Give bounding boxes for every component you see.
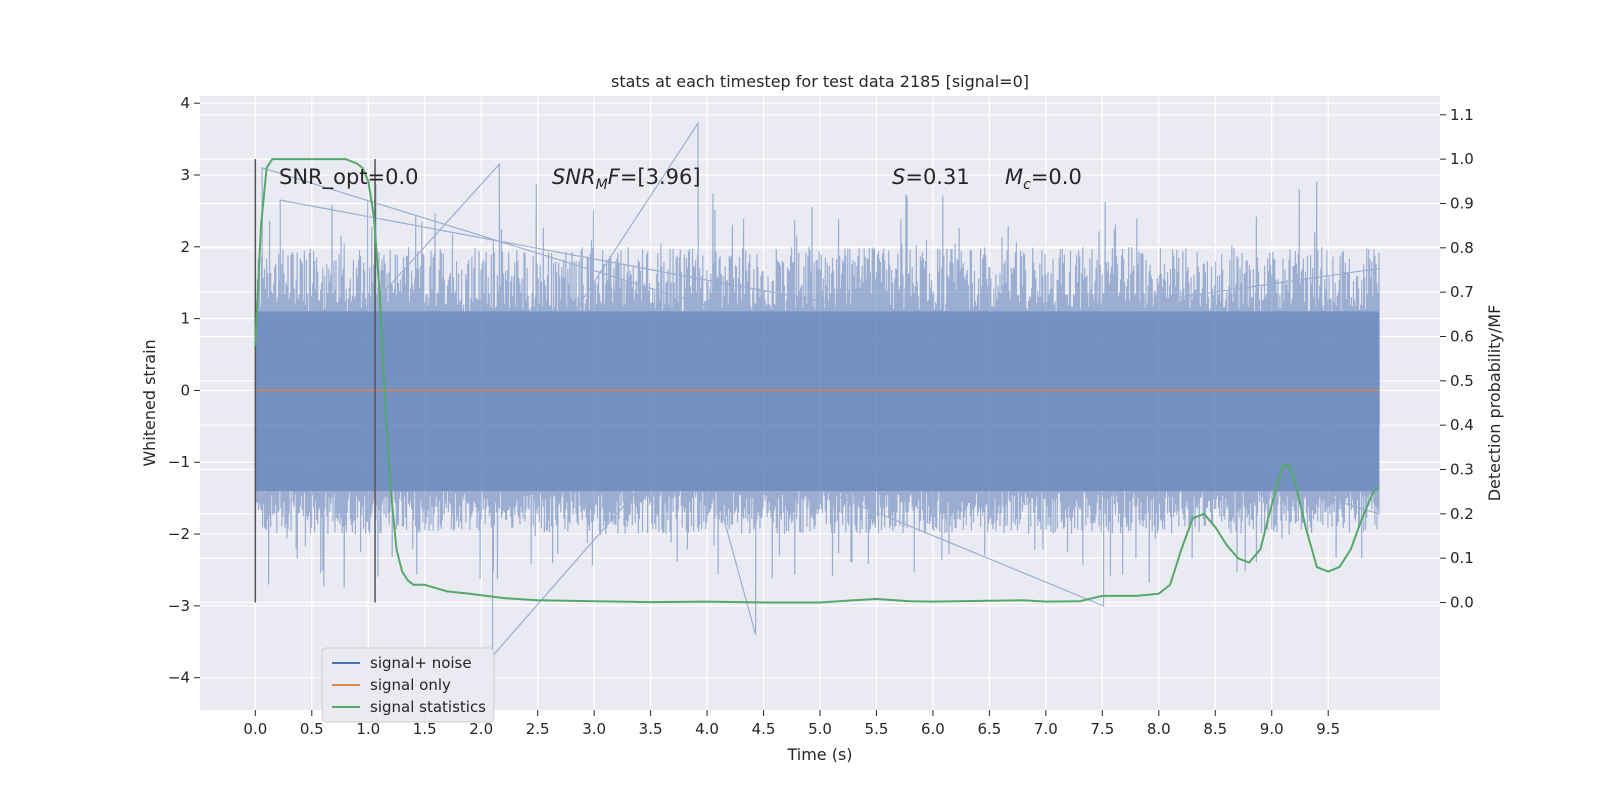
y2-tick-label: 1.1 — [1450, 106, 1474, 124]
series-line-signal-statistics — [254, 158, 1380, 604]
mc-var: M — [1005, 165, 1023, 189]
y2-tick-label: 0.2 — [1450, 505, 1474, 523]
x-tick-label: 7.5 — [1090, 720, 1114, 738]
x-tick-label: 1.5 — [413, 720, 437, 738]
annotation-mc: Mc=0.0 — [1005, 165, 1082, 193]
y2-tick-label: 1.0 — [1450, 150, 1474, 168]
x-tick-label: 8.0 — [1147, 720, 1171, 738]
x-tick-label: 6.0 — [921, 720, 945, 738]
series-signal-statistics — [254, 158, 1380, 604]
y-tick-label: 2 — [180, 238, 190, 256]
mc-value: =0.0 — [1031, 165, 1082, 189]
legend: signal+ noise signal only signal statist… — [321, 647, 495, 723]
annotation-snr-opt: SNR_opt=0.0 — [279, 165, 419, 190]
y-tick-label: 0 — [180, 381, 190, 399]
x-tick-label: 0.0 — [243, 720, 267, 738]
legend-label-signal-statistics: signal statistics — [370, 698, 486, 716]
y2-tick-label: 0.3 — [1450, 461, 1474, 479]
chart-title: stats at each timestep for test data 218… — [611, 72, 1029, 91]
x-tick-label: 0.5 — [300, 720, 324, 738]
x-tick-label: 1.0 — [356, 720, 380, 738]
x-tick-label: 2.0 — [469, 720, 493, 738]
x-tick-label: 8.5 — [1203, 720, 1227, 738]
s-var: S — [892, 165, 905, 189]
mc-subscript: c — [1023, 177, 1031, 193]
snr-mf-value: =[3.96] — [620, 165, 701, 189]
legend-label-signal-only: signal only — [370, 676, 451, 694]
y-tick-label: −3 — [168, 597, 190, 615]
y2-axis-label: Detection probability/MF — [1485, 305, 1504, 502]
x-tick-label: 9.5 — [1316, 720, 1340, 738]
snr-mf-subscript: M — [596, 177, 608, 193]
y2-tick-label: 0.8 — [1450, 239, 1474, 257]
x-tick-label: 3.5 — [639, 720, 663, 738]
y-tick-label: 1 — [180, 310, 190, 328]
y2-tick-label: 0.9 — [1450, 194, 1474, 212]
s-value: =0.31 — [905, 165, 969, 189]
snr-mf-var: SNR — [552, 165, 596, 189]
x-tick-label: 3.0 — [582, 720, 606, 738]
annotation-snr-mf: SNRMF=[3.96] — [552, 165, 701, 193]
x-tick-label: 4.5 — [752, 720, 776, 738]
y-axis-label: Whitened strain — [140, 339, 159, 466]
y2-tick-label: 0.5 — [1450, 372, 1474, 390]
y2-tick-label: 0.4 — [1450, 416, 1474, 434]
x-tick-label: 2.5 — [526, 720, 550, 738]
legend-box — [321, 647, 495, 723]
snr-mf-var2: F — [608, 165, 621, 189]
y-tick-label: −4 — [168, 669, 190, 687]
x-tick-label: 5.5 — [865, 720, 889, 738]
series-band-signal-noise — [255, 311, 1380, 491]
x-tick-label: 9.0 — [1260, 720, 1284, 738]
y2-tick-label: 0.7 — [1450, 283, 1474, 301]
annotation-s: S=0.31 — [892, 165, 970, 189]
y2-axis-ticks: 1.1 1.0 0.9 0.8 0.7 0.6 0.5 0.4 0.3 0.2 0.1 0.0 — [1440, 106, 1474, 612]
y-tick-label: 4 — [180, 94, 190, 112]
series-signal-noise — [254, 121, 1381, 658]
legend-label-signal-noise: signal+ noise — [370, 654, 472, 672]
y-tick-label: −1 — [168, 453, 190, 471]
x-tick-label: 5.0 — [808, 720, 832, 738]
y-tick-label: 3 — [180, 166, 190, 184]
y2-tick-label: 0.6 — [1450, 327, 1474, 345]
y-tick-label: −2 — [168, 525, 190, 543]
x-tick-label: 4.0 — [695, 720, 719, 738]
y-axis-ticks: 4 3 2 1 0 −1 −2 −3 −4 — [168, 94, 200, 687]
y2-tick-label: 0.1 — [1450, 549, 1474, 567]
x-axis-label: Time (s) — [786, 745, 852, 764]
x-axis-ticks: 0.0 0.5 1.0 1.5 2.0 2.5 3.0 3.5 4.0 4.5 5.0 5.5 6.0 6… — [243, 710, 1340, 738]
x-tick-label: 7.0 — [1034, 720, 1058, 738]
y2-tick-label: 0.0 — [1450, 594, 1474, 612]
x-tick-label: 6.5 — [977, 720, 1001, 738]
